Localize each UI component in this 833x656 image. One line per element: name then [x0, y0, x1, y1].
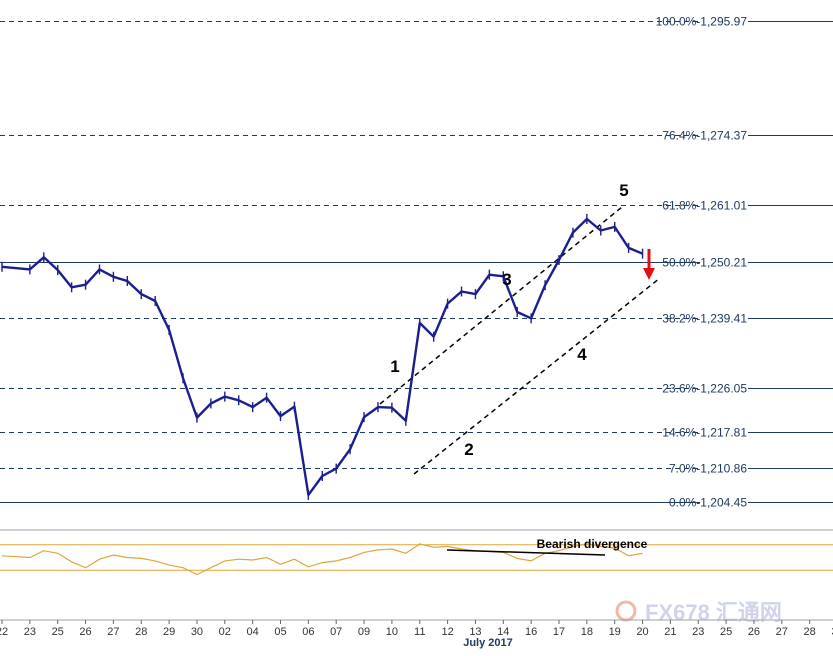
x-tick-label: 02 [219, 626, 231, 638]
wave-label-1: 1 [390, 357, 399, 376]
x-tick-label: 26 [748, 626, 760, 638]
x-tick-label: 27 [107, 626, 119, 638]
x-tick-label: 22 [0, 626, 8, 638]
fib-label: 76.4%-1,274.37 [662, 129, 747, 143]
divergence-line [446, 549, 606, 556]
x-tick-label: 20 [636, 626, 648, 638]
fib-label: 0.0%-1,204.45 [669, 496, 747, 510]
oscillator-line [1, 543, 643, 576]
x-tick-label: 09 [358, 626, 370, 638]
x-tick-label: 19 [609, 626, 621, 638]
x-tick-label: 07 [330, 626, 342, 638]
fib-label: 7.0%-1,210.86 [669, 462, 747, 476]
x-tick-label: 27 [776, 626, 788, 638]
price-line [1, 217, 644, 497]
fib-label: 14.6%-1,217.81 [662, 426, 747, 440]
fib-levels: 100.0%-1,295.97 76.4%-1,274.37 61.8%-1,261… [0, 15, 833, 510]
wave-labels: 1 2 3 4 5 [390, 181, 628, 459]
fib-label: 50.0%-1,250.21 [662, 256, 747, 270]
x-tick-label: 23 [24, 626, 36, 638]
x-tick-label: 25 [720, 626, 732, 638]
x-tick-label: 23 [692, 626, 704, 638]
x-tick-label: 13 [469, 626, 481, 638]
x-tick-label: 16 [525, 626, 537, 638]
x-tick-label: 30 [831, 626, 833, 638]
x-tick-label: 25 [52, 626, 64, 638]
channel-lines [379, 206, 661, 475]
x-tick-label: 28 [804, 626, 816, 638]
x-tick-label: 28 [135, 626, 147, 638]
wave-label-5: 5 [619, 181, 628, 200]
divergence-label: Bearish divergence [537, 537, 648, 551]
x-tick-label: 29 [163, 626, 175, 638]
oscillator-panel: Bearish divergence [0, 537, 833, 576]
x-tick-label: 06 [302, 626, 314, 638]
wave-label-4: 4 [577, 345, 587, 364]
x-tick-label: 10 [386, 626, 398, 638]
x-axis: 22 23 25 26 27 28 29 30 02 04 05 06 07 09 10 11 12 13 14 16… [0, 620, 833, 638]
x-tick-label: 11 [414, 626, 425, 638]
x-tick-label: 21 [664, 626, 676, 638]
watermark-text: FX678 汇通网 [645, 600, 782, 625]
x-tick-label: 05 [274, 626, 286, 638]
fib-label: 61.8%-1,261.01 [662, 199, 747, 213]
month-label: July 2017 [463, 637, 513, 649]
fib-label: 100.0%-1,295.97 [656, 15, 748, 29]
arrow-head [643, 268, 655, 280]
x-tick-label: 26 [79, 626, 91, 638]
price-series [1, 213, 644, 500]
x-tick-label: 18 [581, 626, 593, 638]
watermark: FX678 汇通网 [615, 600, 782, 625]
upper-channel-line [379, 206, 623, 405]
wave-label-2: 2 [464, 440, 473, 459]
x-tick-label: 30 [191, 626, 203, 638]
x-tick-label: 04 [247, 626, 259, 638]
lower-channel-line [413, 277, 661, 475]
watermark-logo-icon [615, 600, 637, 622]
x-tick-label: 17 [553, 626, 565, 638]
down-arrow-icon [643, 249, 655, 280]
wave-label-3: 3 [502, 270, 511, 289]
x-tick-label: 12 [441, 626, 453, 638]
fib-label: 38.2%-1,239.41 [662, 312, 747, 326]
fib-label: 23.6%-1,226.05 [662, 382, 747, 396]
x-tick-label: 14 [497, 626, 509, 638]
